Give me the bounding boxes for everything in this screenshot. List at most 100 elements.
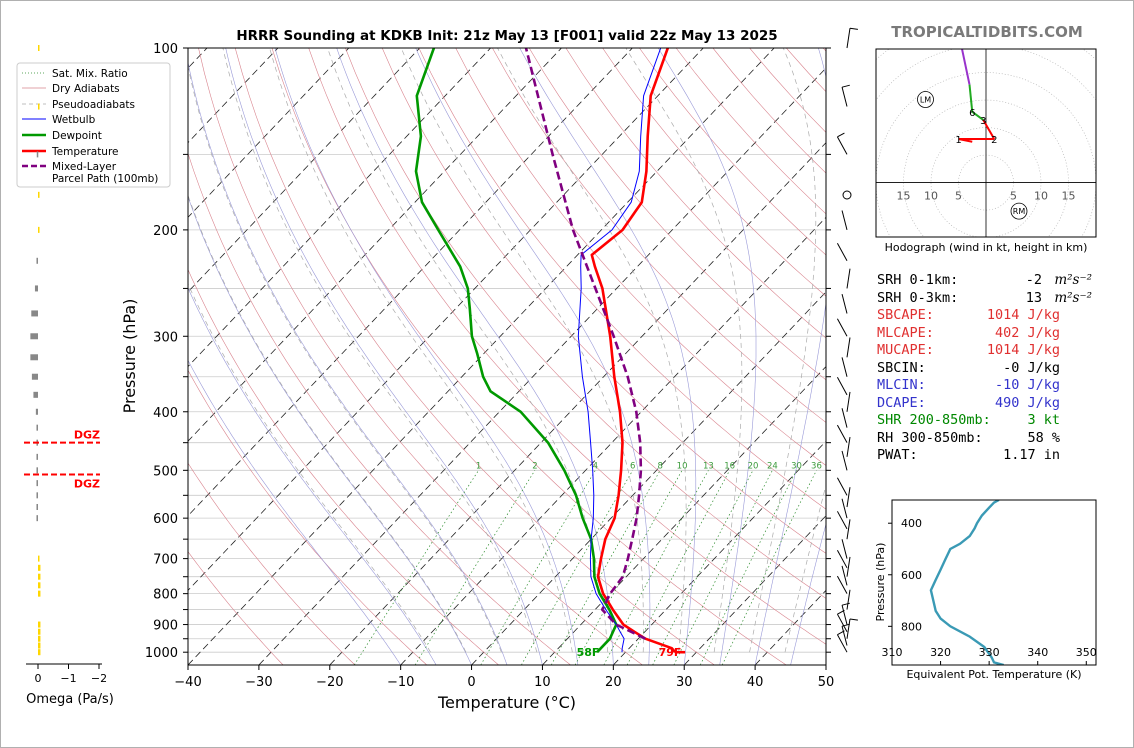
index-name: RH 300-850mb:: [877, 429, 983, 446]
temperature-line: [590, 48, 677, 654]
omega-bar: [31, 310, 38, 317]
dry-adiabat: [234, 48, 715, 665]
index-name: MLCAPE:: [877, 324, 934, 341]
legend-label: Wetbulb: [52, 114, 96, 126]
isotherm-line: [188, 48, 775, 665]
isotherm-line: [188, 48, 350, 218]
wind-barb-shaft: [841, 626, 848, 646]
index-name: SBCIN:: [877, 359, 926, 376]
wind-barb-shaft: [841, 565, 848, 586]
rm-marker: [1010, 202, 1028, 220]
index-name: MUCAPE:: [877, 342, 934, 358]
omega-bar: [38, 573, 41, 580]
wind-barb-shaft: [841, 539, 848, 559]
skewt-xlabel: Temperature (°C): [437, 693, 576, 712]
omega-bar: [38, 642, 41, 649]
skewt-axes: −40 −30 −20 −10 0 10 20 30 40 50 100 200 300 400 500 60…: [145, 42, 834, 690]
y-tick-label: 1000: [145, 646, 178, 661]
pseudoadiabat: [400, 48, 644, 653]
hodograph-trace-segment: [971, 110, 984, 121]
mixing-ratio-line: [699, 470, 797, 665]
legend: Sat. Mix. Ratio Dry Adiabats Pseudoadiabat…: [16, 62, 171, 188]
omega-bar: [36, 503, 38, 510]
index-row: SHR 200-850mb: 3 kt: [877, 412, 1102, 430]
indices-panel: SRH 0-1km: -2 m²s⁻² SRH 0-3km: 13 m²s⁻² SBCAPE…: [877, 272, 1102, 465]
mixing-ratio-label: 6: [630, 461, 635, 471]
pseudoadiabat: [625, 48, 743, 653]
omega-bar: [36, 453, 38, 460]
wind-barb-flag: [837, 132, 845, 138]
wind-barb-shaft: [836, 575, 848, 594]
pseudoadiabat: [497, 48, 687, 653]
x-tick-label: 30: [676, 675, 693, 690]
theta-e-x-tick-label: 310: [882, 646, 903, 659]
wind-barb-flag: [841, 602, 850, 606]
pseudoadiabat: [749, 48, 817, 653]
index-name: SRH 0-3km:: [877, 289, 959, 306]
pseudoadiabat: [269, 48, 573, 653]
skewt-background-lines: 1 2 4 6 8 10 13 16 20 24 30 36: [188, 48, 826, 665]
wind-barb-shaft: [846, 391, 851, 412]
mixing-ratio-label: 16: [724, 461, 735, 471]
mixing-ratio-line: [652, 470, 754, 665]
hodograph-height-label: 2: [991, 135, 997, 146]
index-row: SRH 0-1km: -2 m²s⁻²: [877, 272, 1102, 290]
lm-marker-label: LM: [920, 96, 931, 105]
omega-bar: [38, 621, 41, 628]
moist-adiabat: [657, 48, 757, 665]
wind-barb-shaft: [841, 498, 848, 519]
theta-e-frame: [891, 499, 1097, 666]
mixing-ratio-line: [353, 470, 479, 665]
omega-bar: [36, 467, 38, 474]
skewt-frame: [187, 47, 827, 666]
x-tick-label: 50: [818, 675, 835, 690]
index-value: 402 J/kg: [994, 324, 1060, 341]
dry-adiabat: [455, 48, 826, 466]
omega-bar: [36, 151, 39, 158]
index-name: PWAT:: [877, 447, 918, 463]
omega-bar: [38, 649, 41, 656]
moist-adiabat: [225, 48, 543, 665]
dry-adiabat: [308, 48, 826, 645]
hodograph-tick-label: 15: [897, 190, 911, 203]
index-value: 1014 J/kg: [986, 307, 1060, 323]
index-unit: m²s⁻²: [1054, 289, 1092, 306]
y-tick-label: 100: [153, 42, 178, 57]
omega-panel: DGZ DGZ 0 −1 −2: [24, 45, 107, 685]
wind-barb-shaft: [846, 28, 851, 49]
index-name: MLCIN:: [877, 377, 926, 393]
parcel-path-line: [524, 48, 646, 640]
dry-adiabat: [565, 48, 826, 339]
index-value: -2: [1025, 272, 1042, 288]
legend-label: Temperature: [51, 146, 119, 158]
mixing-ratio-line: [721, 470, 817, 665]
dry-adiabat: [188, 268, 499, 665]
omega-bar: [38, 103, 40, 110]
mixing-ratio-label: 10: [677, 461, 688, 471]
isotherm-line: [188, 48, 633, 517]
hodograph-caption: Hodograph (wind in kt, height in km): [885, 241, 1088, 254]
wind-barb-shaft: [836, 634, 848, 653]
wind-barb-shaft: [841, 605, 848, 625]
y-tick-label: 300: [153, 330, 178, 345]
omega-tick-label: −1: [60, 672, 76, 685]
moist-adiabat: [754, 48, 826, 665]
omega-bar: [35, 408, 38, 415]
y-tick-label: 200: [153, 224, 178, 239]
dry-adiabat: [345, 48, 826, 599]
mixing-ratio-label: 1: [476, 461, 481, 471]
index-unit: m²s⁻²: [1054, 272, 1092, 288]
index-value: 58 %: [1027, 429, 1060, 446]
pseudoadiabat: [188, 64, 502, 653]
theta-e-line: [929, 500, 1005, 665]
omega-bar: [38, 590, 41, 597]
y-tick-label: 900: [153, 619, 178, 634]
wind-barb-shaft: [836, 377, 848, 396]
wind-barb-flag: [849, 618, 858, 621]
index-name: SHR 200-850mb:: [877, 412, 991, 428]
legend-label: Dewpoint: [52, 130, 102, 142]
legend-label: Pseudoadiabats: [52, 99, 135, 111]
moist-adiabat: [274, 48, 579, 665]
